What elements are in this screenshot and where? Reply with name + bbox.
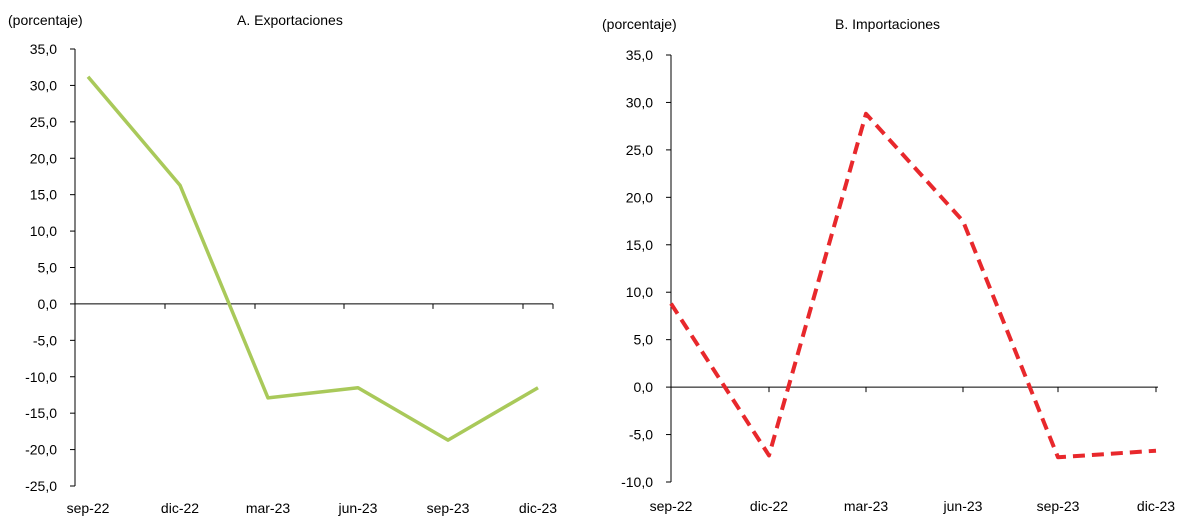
y-tick-label-imp: 20,0 xyxy=(626,189,653,205)
ylabel-exportaciones: (porcentaje) xyxy=(8,12,83,28)
y-tick-label-exp: 5,0 xyxy=(38,260,58,276)
x-tick-label-imp: sep-22 xyxy=(650,498,693,514)
series-importaciones xyxy=(669,111,1157,460)
title-exportaciones: A. Exportaciones xyxy=(237,12,343,28)
x-tick-label-exp: sep-22 xyxy=(67,500,110,516)
panel-exportaciones: (porcentaje) A. Exportaciones 35,0 30,0 25… xyxy=(8,12,557,516)
series-line-imp xyxy=(669,111,1157,460)
x-tick-label-exp: dic-23 xyxy=(519,500,557,516)
y-tick-label-exp: -5,0 xyxy=(33,332,57,348)
x-tick-label-imp: dic-22 xyxy=(750,498,788,514)
y-tick-label-exp: -15,0 xyxy=(25,405,57,421)
panel-importaciones: (porcentaje) B. Importaciones 35,0 30,0 25… xyxy=(602,16,1175,514)
y-tick-label-imp: 0,0 xyxy=(634,379,654,395)
x-tick-label-exp: sep-23 xyxy=(427,500,470,516)
x-tick-label-imp: dic-23 xyxy=(1137,498,1175,514)
x-tick-label-imp: jun-23 xyxy=(943,498,983,514)
y-tick-label-exp: 15,0 xyxy=(30,187,57,203)
x-tick-label-exp: mar-23 xyxy=(246,500,291,516)
axes-exportaciones: 35,0 30,0 25,0 20,0 15,0 10,0 5,0 0,0 -5,0 -10,0 -… xyxy=(25,41,557,516)
y-tick-label-imp: 15,0 xyxy=(626,237,653,253)
title-importaciones: B. Importaciones xyxy=(835,16,940,32)
x-tick-label-exp: dic-22 xyxy=(161,500,199,516)
x-tick-label-imp: mar-23 xyxy=(844,498,889,514)
x-tick-label-imp: sep-23 xyxy=(1037,498,1080,514)
y-tick-label-exp: -10,0 xyxy=(25,369,57,385)
y-tick-label-imp: 25,0 xyxy=(626,142,653,158)
y-tick-label-imp: 35,0 xyxy=(626,47,653,63)
y-tick-label-imp: 10,0 xyxy=(626,284,653,300)
y-tick-label-exp: -25,0 xyxy=(25,478,57,494)
y-tick-label-imp: 5,0 xyxy=(634,332,654,348)
y-tick-label-imp: 30,0 xyxy=(626,94,653,110)
y-tick-label-imp: -5,0 xyxy=(629,427,653,443)
y-tick-label-exp: 35,0 xyxy=(30,41,57,57)
series-exportaciones xyxy=(86,75,539,442)
y-tick-label-exp: 25,0 xyxy=(30,114,57,130)
y-tick-label-exp: 10,0 xyxy=(30,223,57,239)
y-tick-label-exp: -20,0 xyxy=(25,442,57,458)
y-tick-label-exp: 0,0 xyxy=(38,296,58,312)
series-line-exp xyxy=(86,75,539,442)
ylabel-importaciones: (porcentaje) xyxy=(602,16,677,32)
y-tick-label-exp: 20,0 xyxy=(30,150,57,166)
y-tick-label-imp: -10,0 xyxy=(621,474,653,490)
x-tick-label-exp: jun-23 xyxy=(338,500,378,516)
axes-importaciones: 35,0 30,0 25,0 20,0 15,0 10,0 5,0 0,0 -5,0 -10,0 s… xyxy=(621,47,1175,514)
y-tick-label-exp: 30,0 xyxy=(30,77,57,93)
